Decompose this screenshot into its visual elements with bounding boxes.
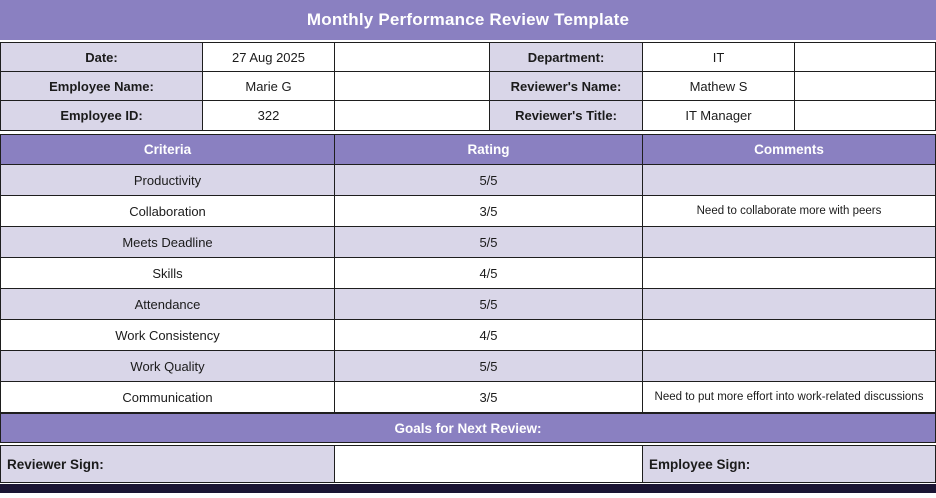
reviewer-title-label: Reviewer's Title: <box>490 101 643 130</box>
rating-cell[interactable]: 4/5 <box>335 258 643 288</box>
table-row: Work Consistency 4/5 <box>1 320 935 351</box>
criteria-cell: Attendance <box>1 289 335 319</box>
comment-cell[interactable] <box>643 258 935 288</box>
criteria-cell: Meets Deadline <box>1 227 335 257</box>
reviewer-title-value-cell[interactable]: IT Manager <box>643 101 795 130</box>
criteria-cell: Collaboration <box>1 196 335 226</box>
empty-cell[interactable] <box>335 43 490 72</box>
table-row: Attendance 5/5 <box>1 289 935 320</box>
date-label: Date: <box>1 43 203 72</box>
spacer <box>0 40 936 42</box>
rating-cell[interactable]: 5/5 <box>335 227 643 257</box>
comment-cell[interactable] <box>643 227 935 257</box>
comment-cell[interactable] <box>643 351 935 381</box>
comment-cell[interactable] <box>643 320 935 350</box>
rating-cell[interactable]: 5/5 <box>335 165 643 195</box>
employee-name-label: Employee Name: <box>1 72 203 101</box>
table-row: Work Quality 5/5 <box>1 351 935 382</box>
rating-cell[interactable]: 4/5 <box>335 320 643 350</box>
table-row: Productivity 5/5 <box>1 165 935 196</box>
rating-cell[interactable]: 3/5 <box>335 382 643 412</box>
reviewer-name-value-cell[interactable]: Mathew S <box>643 72 795 101</box>
empty-cell[interactable] <box>795 43 935 72</box>
empty-cell[interactable] <box>795 72 935 101</box>
employee-sign-cell[interactable]: Employee Sign: <box>643 446 935 482</box>
empty-cell[interactable] <box>335 101 490 130</box>
rating-column-header: Rating <box>335 135 643 164</box>
rating-cell[interactable]: 5/5 <box>335 289 643 319</box>
criteria-cell: Work Quality <box>1 351 335 381</box>
table-row: Communication 3/5 Need to put more effor… <box>1 382 935 413</box>
employee-id-value-cell[interactable]: 322 <box>203 101 335 130</box>
criteria-cell: Productivity <box>1 165 335 195</box>
criteria-cell: Skills <box>1 258 335 288</box>
employee-id-label: Employee ID: <box>1 101 203 130</box>
department-label: Department: <box>490 43 643 72</box>
review-table-header-row: Criteria Rating Comments <box>1 135 935 165</box>
table-row: Meets Deadline 5/5 <box>1 227 935 258</box>
review-table: Criteria Rating Comments Productivity 5/… <box>0 134 936 443</box>
empty-cell[interactable] <box>335 72 490 101</box>
spacer <box>0 443 936 445</box>
comment-cell[interactable]: Need to collaborate more with peers <box>643 196 935 226</box>
page-title: Monthly Performance Review Template <box>0 0 936 40</box>
employee-info-table: Date: 27 Aug 2025 Department: IT Employe… <box>0 42 936 131</box>
table-row: Skills 4/5 <box>1 258 935 289</box>
reviewer-sign-cell[interactable]: Reviewer Sign: <box>1 446 335 482</box>
empty-cell[interactable] <box>335 446 643 482</box>
comment-cell[interactable] <box>643 289 935 319</box>
spacer <box>0 131 936 134</box>
table-row: Collaboration 3/5 Need to collaborate mo… <box>1 196 935 227</box>
reviewer-name-label: Reviewer's Name: <box>490 72 643 101</box>
comment-cell[interactable]: Need to put more effort into work-relate… <box>643 382 935 412</box>
rating-cell[interactable]: 5/5 <box>335 351 643 381</box>
comment-cell[interactable] <box>643 165 935 195</box>
footer-bar <box>0 484 936 493</box>
empty-cell[interactable] <box>795 101 935 130</box>
rating-cell[interactable]: 3/5 <box>335 196 643 226</box>
date-value-cell[interactable]: 27 Aug 2025 <box>203 43 335 72</box>
criteria-cell: Communication <box>1 382 335 412</box>
comments-column-header: Comments <box>643 135 935 164</box>
employee-name-value-cell[interactable]: Marie G <box>203 72 335 101</box>
goals-section-header: Goals for Next Review: <box>1 413 935 442</box>
signature-row: Reviewer Sign: Employee Sign: <box>0 445 936 483</box>
department-value-cell[interactable]: IT <box>643 43 795 72</box>
criteria-column-header: Criteria <box>1 135 335 164</box>
criteria-cell: Work Consistency <box>1 320 335 350</box>
